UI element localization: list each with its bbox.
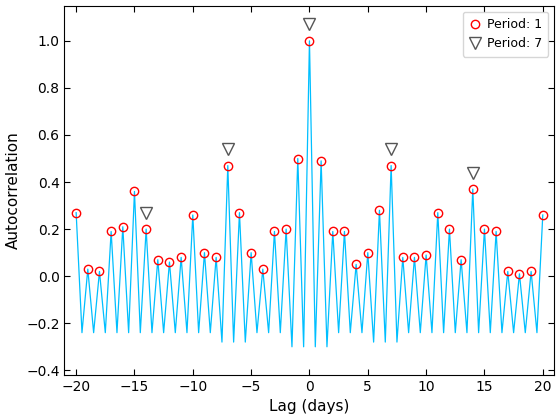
- Period: 1: (-3, 0.19): 1: (-3, 0.19): [271, 229, 278, 234]
- Line: Period: 7: Period: 7: [141, 19, 478, 218]
- Period: 1: (-13, 0.07): 1: (-13, 0.07): [155, 257, 161, 262]
- Line: Period: 1: Period: 1: [72, 37, 547, 278]
- Period: 1: (0, 1): 1: (0, 1): [306, 38, 313, 43]
- Period: 1: (10, 0.09): 1: (10, 0.09): [423, 252, 430, 257]
- Period: 1: (2, 0.19): 1: (2, 0.19): [329, 229, 336, 234]
- Period: 1: (14, 0.37): 1: (14, 0.37): [469, 186, 476, 192]
- Period: 1: (-17, 0.19): 1: (-17, 0.19): [108, 229, 114, 234]
- Period: 1: (6, 0.28): 1: (6, 0.28): [376, 208, 383, 213]
- Period: 1: (20, 0.26): 1: (20, 0.26): [539, 213, 546, 218]
- Period: 1: (-16, 0.21): 1: (-16, 0.21): [119, 224, 126, 229]
- Period: 1: (-6, 0.27): 1: (-6, 0.27): [236, 210, 243, 215]
- Period: 1: (11, 0.27): 1: (11, 0.27): [435, 210, 441, 215]
- Period: 1: (-2, 0.2): 1: (-2, 0.2): [283, 227, 290, 232]
- Period: 1: (-4, 0.03): 1: (-4, 0.03): [259, 267, 266, 272]
- Period: 1: (-20, 0.27): 1: (-20, 0.27): [73, 210, 80, 215]
- Period: 1: (-7, 0.47): 1: (-7, 0.47): [225, 163, 231, 168]
- Y-axis label: Autocorrelation: Autocorrelation: [6, 131, 21, 249]
- Period: 1: (13, 0.07): 1: (13, 0.07): [458, 257, 464, 262]
- Period: 1: (4, 0.05): 1: (4, 0.05): [353, 262, 360, 267]
- Period: 7: (7, 0.54): 7: (7, 0.54): [388, 147, 394, 152]
- Period: 1: (-8, 0.08): 1: (-8, 0.08): [213, 255, 220, 260]
- Period: 7: (-14, 0.27): 7: (-14, 0.27): [143, 210, 150, 215]
- Period: 7: (0, 1.07): 7: (0, 1.07): [306, 22, 313, 27]
- Period: 1: (3, 0.19): 1: (3, 0.19): [341, 229, 348, 234]
- Period: 1: (9, 0.08): 1: (9, 0.08): [411, 255, 418, 260]
- Period: 7: (14, 0.44): 7: (14, 0.44): [469, 170, 476, 175]
- Period: 1: (12, 0.2): 1: (12, 0.2): [446, 227, 453, 232]
- Period: 1: (-11, 0.08): 1: (-11, 0.08): [178, 255, 184, 260]
- Period: 7: (-7, 0.54): 7: (-7, 0.54): [225, 147, 231, 152]
- Period: 1: (-19, 0.03): 1: (-19, 0.03): [85, 267, 91, 272]
- Period: 1: (7, 0.47): 1: (7, 0.47): [388, 163, 394, 168]
- Period: 1: (5, 0.1): 1: (5, 0.1): [365, 250, 371, 255]
- Period: 1: (-12, 0.06): 1: (-12, 0.06): [166, 260, 173, 265]
- Period: 1: (-15, 0.36): 1: (-15, 0.36): [131, 189, 138, 194]
- Period: 1: (1, 0.49): 1: (1, 0.49): [318, 158, 324, 163]
- Period: 1: (-18, 0.02): 1: (-18, 0.02): [96, 269, 103, 274]
- Period: 1: (-9, 0.1): 1: (-9, 0.1): [201, 250, 208, 255]
- Period: 1: (-1, 0.5): 1: (-1, 0.5): [295, 156, 301, 161]
- Period: 1: (-10, 0.26): 1: (-10, 0.26): [189, 213, 196, 218]
- Legend: Period: 1, Period: 7: Period: 1, Period: 7: [463, 12, 548, 57]
- Period: 1: (15, 0.2): 1: (15, 0.2): [481, 227, 488, 232]
- Period: 1: (18, 0.01): 1: (18, 0.01): [516, 271, 523, 276]
- Period: 1: (8, 0.08): 1: (8, 0.08): [399, 255, 406, 260]
- Period: 1: (16, 0.19): 1: (16, 0.19): [493, 229, 500, 234]
- Period: 1: (-5, 0.1): 1: (-5, 0.1): [248, 250, 254, 255]
- Period: 1: (17, 0.02): 1: (17, 0.02): [505, 269, 511, 274]
- X-axis label: Lag (days): Lag (days): [269, 399, 349, 415]
- Period: 1: (19, 0.02): 1: (19, 0.02): [528, 269, 534, 274]
- Period: 1: (-14, 0.2): 1: (-14, 0.2): [143, 227, 150, 232]
